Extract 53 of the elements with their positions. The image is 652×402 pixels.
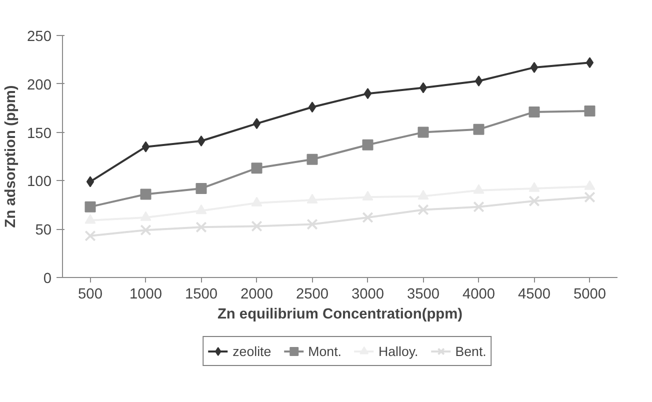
point: [528, 106, 540, 118]
point: [84, 214, 96, 224]
legend-label: Halloy.: [378, 344, 418, 358]
y-tick-label: 250: [27, 29, 52, 45]
x-tick-label: 2000: [240, 286, 274, 302]
x-tick-label: 2500: [296, 286, 329, 302]
y-tick-label: 100: [27, 174, 52, 190]
point: [196, 222, 207, 233]
point: [306, 154, 318, 165]
point: [84, 201, 96, 212]
point: [84, 230, 96, 242]
x-tick-label: 1000: [129, 286, 162, 302]
x-tick-label: 1500: [184, 286, 218, 302]
point: [362, 212, 374, 224]
y-tick-label: 150: [27, 126, 52, 142]
legend-label: Mont.: [308, 344, 342, 358]
point: [197, 136, 206, 147]
y-tick-label: 0: [43, 271, 52, 287]
point: [252, 118, 261, 130]
point: [584, 192, 596, 203]
point: [196, 182, 207, 194]
x-tick-label: 4000: [462, 286, 496, 302]
point: [473, 201, 484, 212]
x-tick-label: 3500: [406, 286, 440, 302]
point: [584, 106, 596, 117]
legend-label: Bent.: [455, 344, 486, 358]
point: [251, 220, 262, 232]
x-tick-label: 500: [78, 286, 102, 302]
point: [586, 57, 594, 68]
y-tick-label: 200: [27, 77, 52, 94]
point: [306, 218, 318, 230]
legend-label: zeolite: [232, 344, 272, 358]
point: [530, 62, 538, 73]
x-tick-label: 4500: [518, 286, 551, 302]
point: [473, 124, 484, 135]
x-tick-label: 5000: [573, 286, 606, 302]
point: [86, 176, 94, 188]
y-axis-title: Zn adsorption (ppm): [3, 85, 20, 228]
point: [140, 224, 152, 236]
point: [142, 141, 150, 152]
x-tick-label: 3000: [351, 286, 384, 302]
point: [140, 188, 152, 200]
y-tick-label: 50: [35, 222, 52, 239]
point: [528, 195, 540, 207]
point: [251, 162, 262, 174]
point: [418, 204, 429, 216]
x-axis-title: Zn equilibrium Concentration(ppm): [217, 306, 463, 322]
point: [308, 102, 316, 113]
point: [474, 75, 483, 86]
point: [419, 82, 428, 94]
point: [418, 126, 429, 138]
point: [364, 88, 372, 100]
point: [362, 139, 374, 150]
